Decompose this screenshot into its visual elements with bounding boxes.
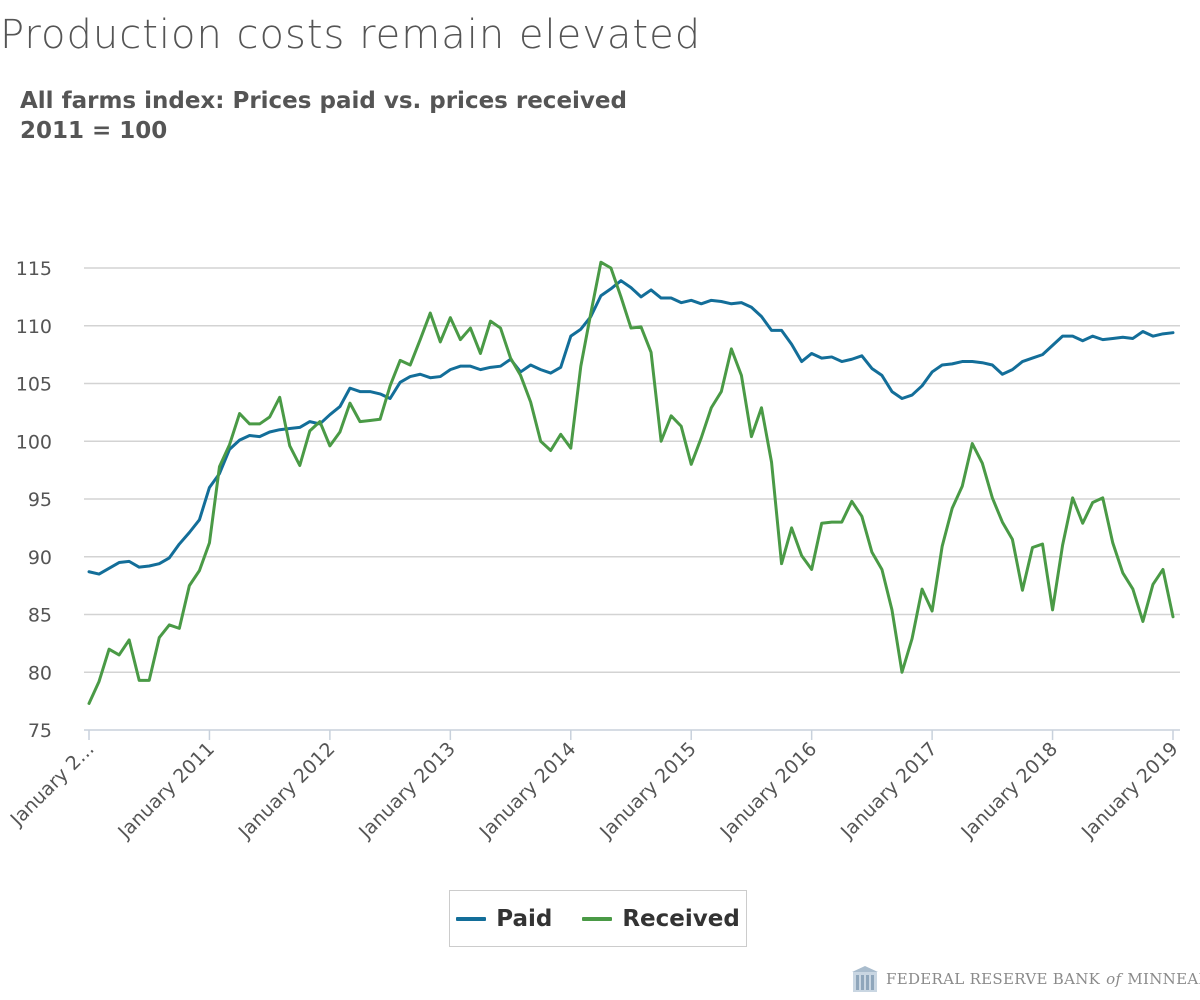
footer-text-city: MINNEAPOLIS [1127,970,1200,988]
y-tick-label: 85 [28,605,52,627]
x-tick-label: January 2015 [595,738,701,844]
y-axis-tick-labels: 75 80 85 90 95 100 105 110 115 [16,258,52,742]
y-tick-label: 110 [16,316,52,338]
y-tick-label: 95 [28,489,52,511]
legend-label-paid: Paid [496,905,553,932]
footer-text-bank: FEDERAL RESERVE BANK [886,970,1101,988]
y-tick-label: 105 [16,374,52,396]
legend-swatch-paid [456,916,487,921]
x-tick-label: January 2017 [836,738,942,844]
building-columns-icon [852,966,878,992]
page-title: Production costs remain elevated [0,12,702,58]
x-tick-label: January 2011 [113,738,219,844]
x-tick-label: January 2014 [475,738,581,844]
gridlines [84,267,1180,673]
y-tick-label: 100 [16,431,52,453]
legend-swatch-received [582,916,613,921]
chart-subtitle: All farms index: Prices paid vs. prices … [20,86,627,146]
legend-label-received: Received [622,905,740,932]
x-tick-label: January 2012 [234,738,340,844]
y-tick-label: 80 [28,662,52,684]
x-tick-label: January 2... [6,738,99,831]
x-tick-label: January 2019 [1077,738,1183,844]
x-axis: January 2... January 2011 January 2012 Janu… [6,729,1183,844]
legend-item-paid[interactable]: Paid [456,906,552,932]
x-tick-label: January 2016 [716,738,822,844]
y-tick-label: 115 [16,258,52,280]
chart-subtitle-line-2: 2011 = 100 [20,118,168,144]
footer-credit: FEDERAL RESERVE BANK of MINNEAPOLIS [850,964,1200,994]
y-tick-label: 75 [28,720,52,742]
x-tick-label: January 2018 [956,738,1062,844]
y-tick-label: 90 [28,547,52,569]
x-tick-label: January 2013 [354,738,460,844]
series-line-received [87,260,1175,705]
series-line-paid [87,279,1175,576]
series-lines [87,260,1175,705]
chart-legend: Paid Received [449,890,747,947]
footer-text-of: of [1106,970,1122,988]
legend-item-received[interactable]: Received [582,905,740,932]
chart-subtitle-line-1: All farms index: Prices paid vs. prices … [20,88,627,114]
